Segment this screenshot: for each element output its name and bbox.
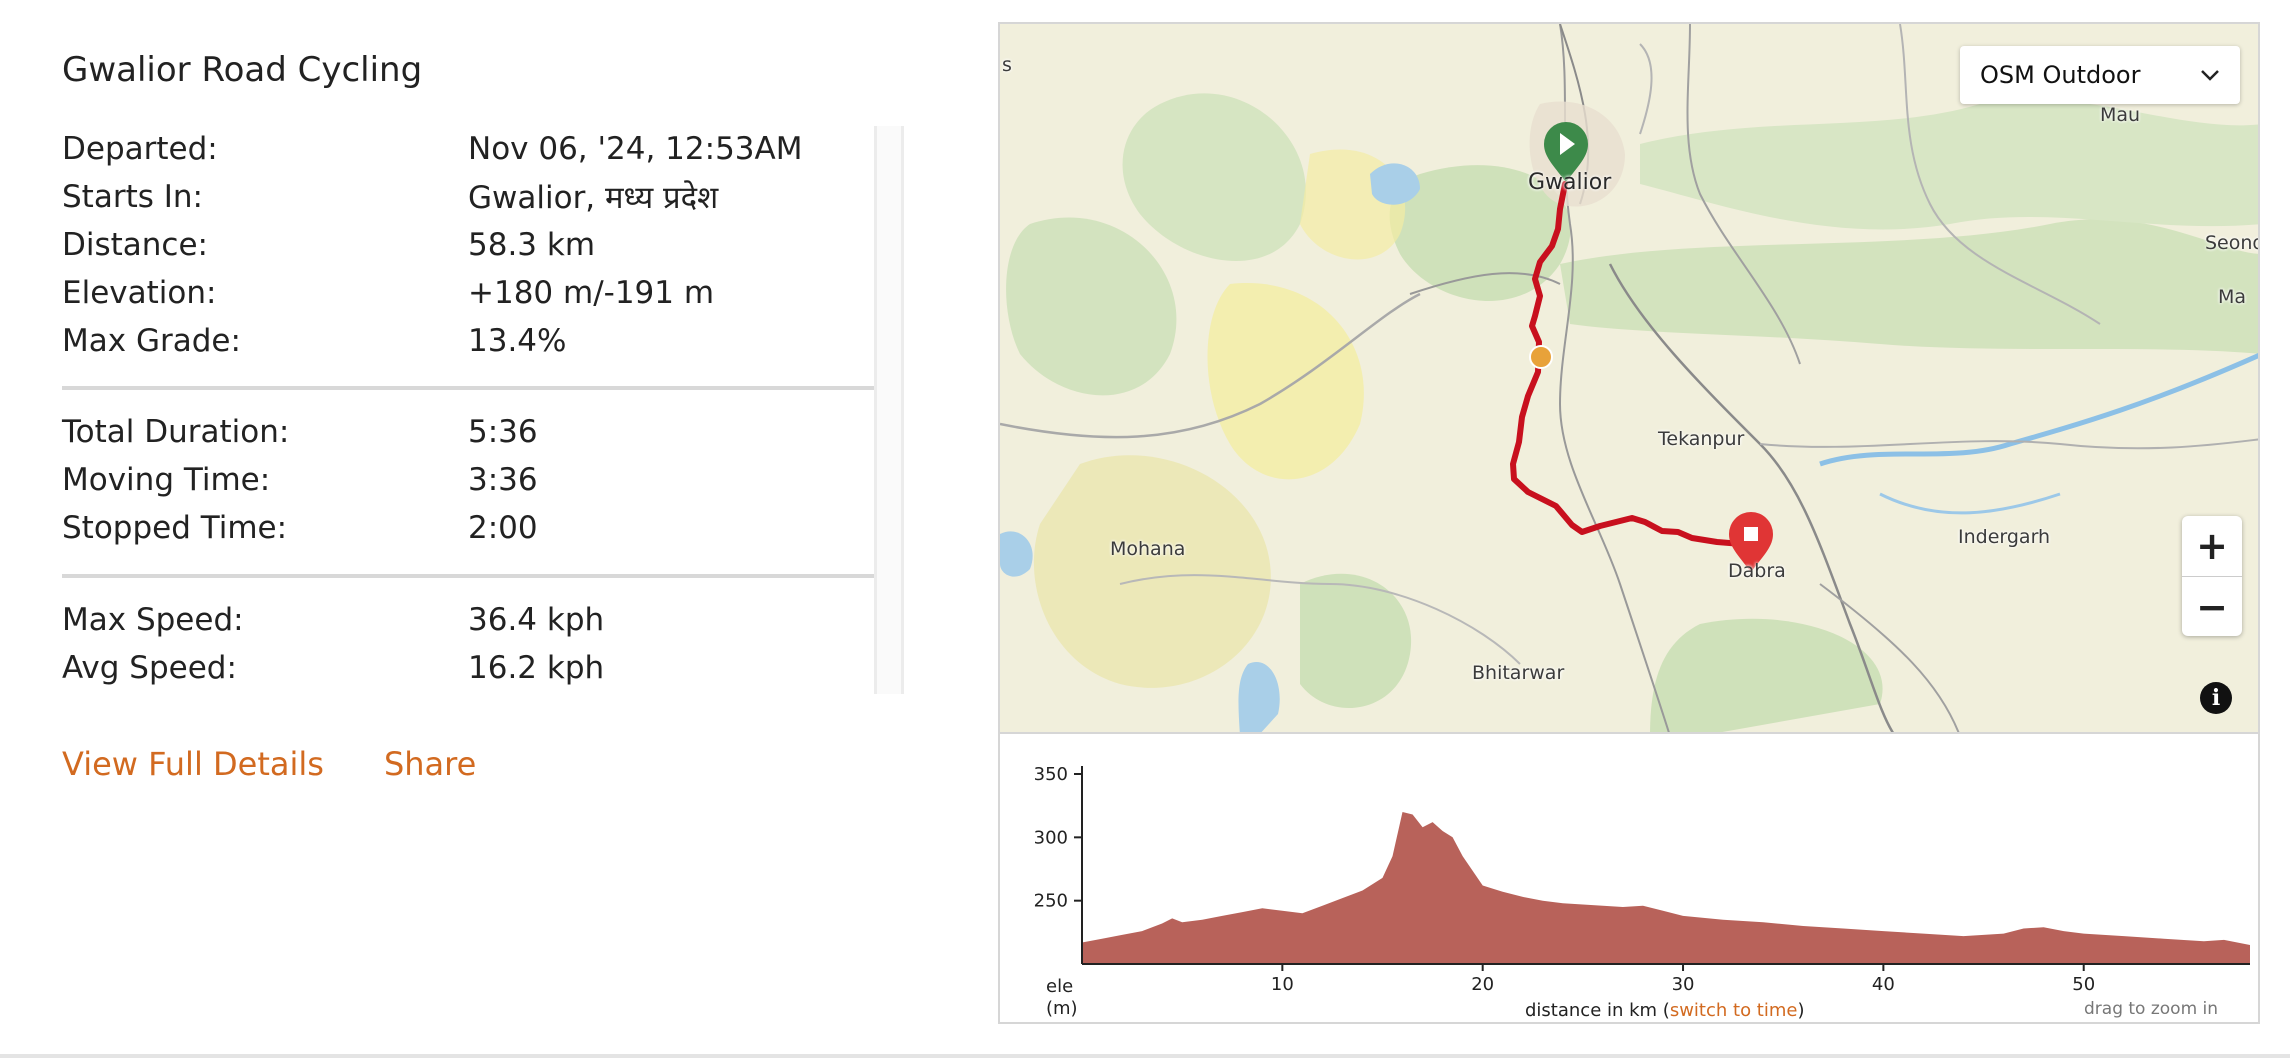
stat-label: Max Speed:: [62, 602, 244, 638]
stat-label: Max Grade:: [62, 323, 241, 359]
stat-row-max-grade: Max Grade: 13.4%: [62, 317, 874, 365]
map-info-icon[interactable]: i: [2200, 682, 2232, 714]
map-tiles: [1000, 24, 2258, 732]
stat-label: Stopped Time:: [62, 510, 288, 546]
map-layer-select[interactable]: OSM Outdoor: [1960, 46, 2240, 104]
stat-row-starts-in: Starts In: Gwalior, मध्य प्रदेश: [62, 173, 874, 221]
place-label-tekanpur: Tekanpur: [1658, 428, 1745, 450]
stat-row-max-speed: Max Speed: 36.4 kph: [62, 596, 874, 644]
stat-value: 36.4 kph: [468, 602, 605, 638]
elevation-chart[interactable]: 250 300 350 10 20 30 40 50 ele (m) distance in …: [998, 734, 2260, 1024]
place-label-mohana: Mohana: [1110, 538, 1186, 560]
stat-value: Nov 06, '24, 12:53AM: [468, 131, 803, 167]
stat-value: 16.2 kph: [468, 650, 605, 686]
elevation-area: [1082, 812, 2250, 964]
stat-row-stopped-time: Stopped Time: 2:00: [62, 504, 874, 552]
place-label-gwalior: Gwalior: [1528, 170, 1612, 195]
stat-value: 2:00: [468, 510, 538, 546]
place-label-seondha: Seond: [2205, 232, 2260, 254]
stat-value: 3:36: [468, 462, 538, 498]
ride-actions: View Full Details Share: [62, 745, 476, 783]
stat-label: Moving Time:: [62, 462, 271, 498]
place-label-mau: Mau: [2100, 104, 2141, 126]
route-midpoint-marker: [1529, 345, 1553, 369]
page-bottom-border: [0, 1054, 2290, 1058]
stat-value: +180 m/-191 m: [468, 275, 715, 311]
route-line: [1510, 181, 1765, 551]
x-axis-label: distance in km (switch to time): [1525, 1000, 1805, 1021]
stat-value: 13.4%: [468, 323, 567, 359]
stat-label: Departed:: [62, 131, 218, 167]
stat-value: 58.3 km: [468, 227, 596, 263]
y-tick-label: 350: [1034, 764, 1068, 785]
summary-stats: Departed: Nov 06, '24, 12:53AM Starts In…: [62, 125, 874, 365]
stat-row-distance: Distance: 58.3 km: [62, 221, 874, 269]
y-axis-unit: (m): [1046, 998, 1078, 1019]
x-tick-label: 20: [1471, 974, 1494, 995]
start-marker: [1544, 122, 1588, 182]
drag-zoom-hint: drag to zoom in: [2084, 999, 2218, 1019]
place-label-indergarh: Indergarh: [1958, 526, 2051, 548]
elevation-plot: 250 300 350 10 20 30 40 50 ele (m) distance in …: [1034, 764, 2250, 1021]
x-tick-label: 40: [1872, 974, 1895, 995]
x-axis-label-text: distance in km (: [1525, 1000, 1670, 1021]
x-tick-label: 30: [1672, 974, 1695, 995]
place-label-bhitarwar: Bhitarwar: [1472, 662, 1565, 684]
stat-row-elevation: Elevation: +180 m/-191 m: [62, 269, 874, 317]
y-tick-label: 250: [1034, 891, 1068, 912]
share-link[interactable]: Share: [383, 745, 477, 783]
section-divider: [62, 574, 874, 578]
place-label-dabra: Dabra: [1728, 560, 1786, 582]
stat-label: Avg Speed:: [62, 650, 237, 686]
ride-title: Gwalior Road Cycling: [62, 50, 423, 90]
place-label-s: s: [1002, 54, 1012, 76]
time-stats: Total Duration: 5:36 Moving Time: 3:36 S…: [62, 408, 874, 552]
y-axis-label: ele: [1046, 976, 1073, 997]
map-layer-label: OSM Outdoor: [1980, 61, 2141, 89]
stat-row-total-duration: Total Duration: 5:36: [62, 408, 874, 456]
route-map[interactable]: Gwalior Tekanpur Indergarh Mohana Dabra …: [998, 22, 2260, 734]
switch-to-time-link[interactable]: switch to time: [1670, 1000, 1798, 1021]
stat-label: Total Duration:: [62, 414, 290, 450]
x-axis-label-close: ): [1797, 1000, 1804, 1021]
stat-label: Distance:: [62, 227, 208, 263]
stat-row-moving-time: Moving Time: 3:36: [62, 456, 874, 504]
route-overlay: [1510, 122, 1773, 572]
stat-row-avg-speed: Avg Speed: 16.2 kph: [62, 644, 874, 692]
y-tick-label: 300: [1034, 827, 1068, 848]
end-marker: [1729, 512, 1773, 572]
zoom-in-button[interactable]: +: [2196, 524, 2228, 568]
x-tick-label: 10: [1271, 974, 1294, 995]
chevron-down-icon: [2201, 70, 2219, 81]
zoom-control: + −: [2182, 516, 2242, 636]
stats-scrollbar[interactable]: [874, 126, 904, 694]
stat-value: 5:36: [468, 414, 538, 450]
place-label-ma: Ma: [2218, 286, 2247, 308]
stat-row-departed: Departed: Nov 06, '24, 12:53AM: [62, 125, 874, 173]
stat-label: Elevation:: [62, 275, 217, 311]
stat-label: Starts In:: [62, 179, 203, 215]
stop-icon: [1744, 527, 1758, 541]
view-full-details-link[interactable]: View Full Details: [62, 745, 324, 783]
play-icon: [1560, 133, 1575, 155]
zoom-out-button[interactable]: −: [2182, 576, 2242, 636]
stat-value: Gwalior, मध्य प्रदेश: [468, 180, 719, 216]
section-divider: [62, 386, 874, 390]
speed-stats: Max Speed: 36.4 kph Avg Speed: 16.2 kph: [62, 596, 874, 692]
x-tick-label: 50: [2072, 974, 2095, 995]
